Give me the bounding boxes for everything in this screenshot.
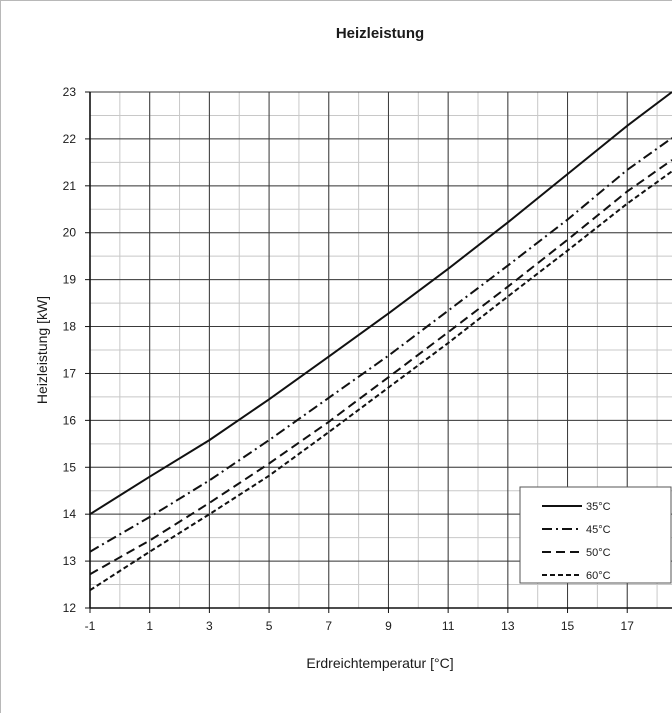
- y-tick-label: 23: [63, 85, 77, 99]
- y-tick-label: 12: [63, 601, 77, 615]
- y-tick-label: 20: [63, 226, 77, 240]
- y-tick-label: 14: [63, 507, 77, 521]
- series-line-2: [89, 159, 672, 576]
- x-tick-label: 1: [146, 619, 153, 633]
- y-tick-label: 17: [63, 366, 77, 380]
- y-tick-label: 16: [63, 413, 77, 427]
- y-tick-label: 15: [63, 460, 77, 474]
- legend-label-2: 50°C: [586, 547, 611, 559]
- series-line-0: [89, 91, 672, 516]
- x-tick-label: 7: [325, 619, 332, 633]
- y-tick-label: 13: [63, 554, 77, 568]
- y-axis-ticks: 12 13 14 15 16 17 18 19 20 21 22 23: [63, 85, 90, 615]
- series-line-3: [89, 170, 672, 592]
- legend-label-3: 60°C: [586, 570, 611, 582]
- x-tick-label: 5: [266, 619, 273, 633]
- series-line-1: [89, 137, 672, 553]
- legend: 35°C 45°C 50°C 60°C: [519, 486, 672, 584]
- legend-label-0: 35°C: [586, 501, 611, 513]
- x-tick-label: 11: [442, 619, 455, 633]
- series-lines: [89, 91, 672, 592]
- chart-title: Heizleistung: [336, 25, 424, 42]
- y-tick-label: 21: [63, 179, 77, 193]
- x-axis-ticks: -1 1 3 5 7 9 11 13 15 17: [85, 608, 635, 633]
- y-tick-label: 18: [63, 320, 77, 334]
- legend-label-1: 45°C: [586, 524, 611, 536]
- y-axis-label: Heizleistung [kW]: [34, 296, 50, 404]
- x-tick-label: 15: [561, 619, 575, 633]
- legend-box: [519, 486, 672, 584]
- major-grid: [89, 91, 672, 609]
- x-tick-label: 3: [206, 619, 213, 633]
- x-tick-label: 9: [385, 619, 392, 633]
- y-tick-label: 22: [63, 132, 77, 146]
- x-tick-label: 13: [501, 619, 515, 633]
- x-tick-label: 17: [621, 619, 635, 633]
- y-tick-label: 19: [63, 273, 77, 287]
- x-axis-label: Erdreichtemperatur [°C]: [306, 655, 453, 671]
- x-tick-label: -1: [85, 619, 96, 633]
